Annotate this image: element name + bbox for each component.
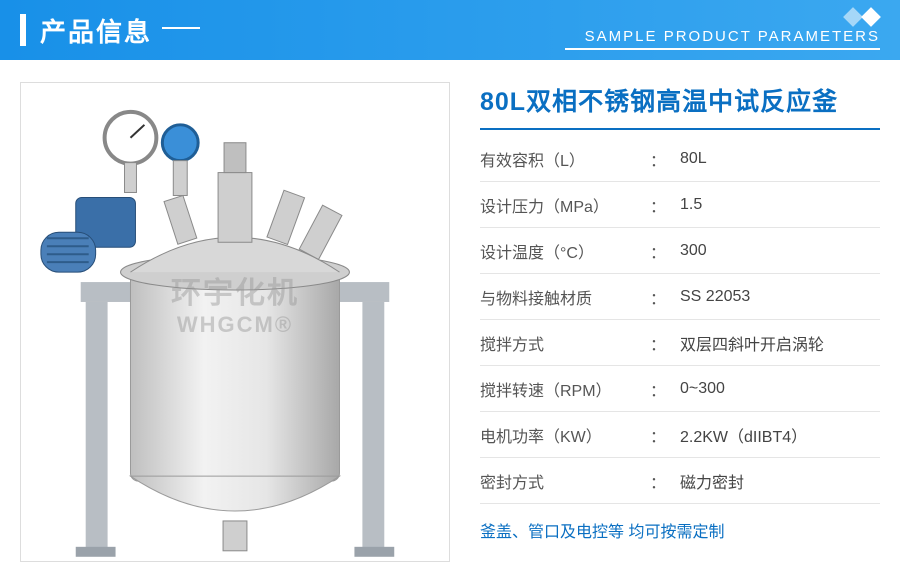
spec-value: 1.5 [680, 196, 880, 214]
vessel-body [130, 272, 339, 481]
spec-row: 与物料接触材质：SS 22053 [480, 274, 880, 320]
spec-value: 80L [680, 150, 880, 168]
header-decor-line [162, 27, 200, 29]
agitator-housing [218, 173, 252, 243]
spec-colon: ： [650, 193, 680, 217]
spec-value: 磁力密封 [680, 469, 880, 493]
spec-colon: ： [650, 285, 680, 309]
spec-colon: ： [650, 377, 680, 401]
spec-label: 搅拌方式 [480, 331, 650, 355]
spec-value: 双层四斜叶开启涡轮 [680, 331, 880, 355]
spec-label: 设计温度（°C） [480, 239, 650, 263]
spec-row: 有效容积（L）：80L [480, 136, 880, 182]
header-title-en: SAMPLE PRODUCT PARAMETERS [565, 28, 880, 50]
spec-label: 搅拌转速（RPM） [480, 377, 650, 401]
content-area: 环宇化机 WHGCM® 80L双相不锈钢高温中试反应釜 有效容积（L）：80L设… [0, 60, 900, 562]
spec-row: 密封方式：磁力密封 [480, 458, 880, 504]
info-panel: 80L双相不锈钢高温中试反应釜 有效容积（L）：80L设计压力（MPa）：1.5… [480, 82, 880, 562]
spec-colon: ： [650, 423, 680, 447]
spec-label: 有效容积（L） [480, 147, 650, 171]
header-title-cn: 产品信息 [40, 12, 152, 49]
diamond-icon [843, 7, 863, 27]
header-accent-bar [20, 14, 26, 46]
frame-foot-right [354, 547, 394, 557]
spec-colon: ： [650, 331, 680, 355]
gauge-stem [125, 163, 137, 193]
spec-label: 设计压力（MPa） [480, 193, 650, 217]
nozzle-right-1 [267, 190, 305, 244]
spec-list: 有效容积（L）：80L设计压力（MPa）：1.5设计温度（°C）：300与物料接… [480, 136, 880, 504]
spec-row: 设计压力（MPa）：1.5 [480, 182, 880, 228]
agitator-top [224, 143, 246, 173]
spec-colon: ： [650, 147, 680, 171]
product-image: 环宇化机 WHGCM® [20, 82, 450, 562]
header-bar: 产品信息 SAMPLE PRODUCT PARAMETERS [0, 0, 900, 60]
spec-value: 2.2KW（dIIBT4） [680, 423, 880, 447]
spec-value: SS 22053 [680, 288, 880, 306]
spec-row: 搅拌方式：双层四斜叶开启涡轮 [480, 320, 880, 366]
header-right: SAMPLE PRODUCT PARAMETERS [565, 10, 880, 50]
spec-colon: ： [650, 469, 680, 493]
spec-label: 与物料接触材质 [480, 285, 650, 309]
product-title: 80L双相不锈钢高温中试反应釜 [480, 82, 880, 130]
transmitter-icon [162, 125, 198, 161]
spec-value: 300 [680, 242, 880, 260]
reactor-illustration [21, 83, 449, 561]
header-diamonds [565, 10, 880, 24]
nozzle-left [164, 195, 197, 244]
spec-label: 电机功率（KW） [480, 423, 650, 447]
spec-row: 电机功率（KW）：2.2KW（dIIBT4） [480, 412, 880, 458]
spec-row: 搅拌转速（RPM）：0~300 [480, 366, 880, 412]
spec-row: 设计温度（°C）：300 [480, 228, 880, 274]
drain-valve [223, 521, 247, 551]
transmitter-stem [173, 161, 187, 196]
spec-colon: ： [650, 239, 680, 263]
diamond-icon [861, 7, 881, 27]
vessel-bottom [130, 476, 339, 511]
header-left: 产品信息 [0, 0, 200, 60]
customization-note: 釜盖、管口及电控等 均可按需定制 [480, 518, 880, 542]
frame-foot-left [76, 547, 116, 557]
nozzle-right-2 [299, 205, 342, 259]
spec-label: 密封方式 [480, 469, 650, 493]
frame-leg-right [362, 302, 384, 551]
frame-leg-left [86, 302, 108, 551]
spec-value: 0~300 [680, 380, 880, 398]
